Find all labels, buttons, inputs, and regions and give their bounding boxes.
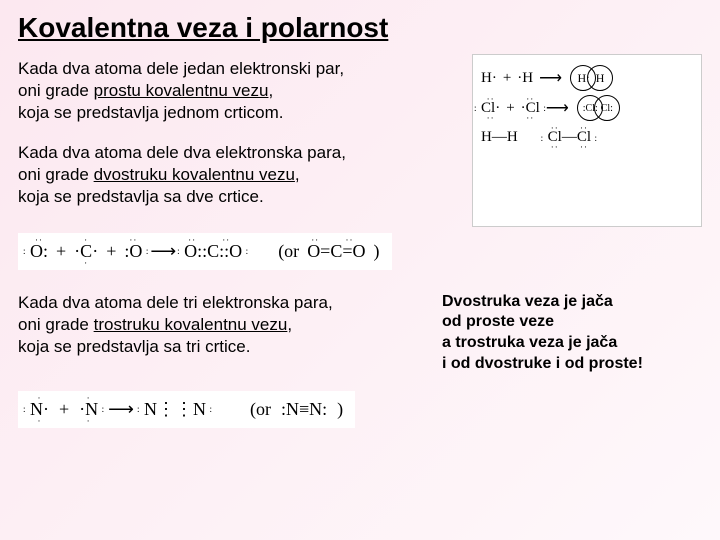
equation-double-bond: ··:O: + ··C·· + :··:O ⟶ :··O::C::O··: (o… <box>18 233 392 270</box>
Cl-left: ····:Cl· <box>481 100 500 117</box>
p3-line2c: , <box>287 315 292 334</box>
single-bond-text: Kada dva atoma dele jedan elektronski pa… <box>18 58 464 227</box>
illus-row-H: H· + ·H ⟶ H: H <box>481 65 693 91</box>
para-1: Kada dva atoma dele jedan elektronski pa… <box>18 58 464 124</box>
HH-bond: H—H <box>481 129 518 146</box>
p2-underline: dvostruku kovalentnu vezu <box>94 165 295 184</box>
or-label: (or <box>278 241 299 262</box>
arrow-icon: ⟶ <box>150 241 176 262</box>
bs1: Dvostruka veza je jača <box>442 293 613 310</box>
triple-bond-text: Kada dva atoma dele tri elektronska para… <box>18 292 424 375</box>
bs3: a trostruka veza je jača <box>442 334 617 351</box>
plus-icon: + <box>503 70 511 87</box>
bond-illustration: H· + ·H ⟶ H: H ····:Cl· + ·····:Cl ⟶ :Cl… <box>472 54 702 227</box>
circle-Cl2: Cl: <box>594 95 620 121</box>
p1-line2a: oni grade <box>18 81 94 100</box>
close-paren: ) <box>374 241 380 262</box>
N2-lewis: :N⋮⋮N: <box>144 399 206 420</box>
para-2: Kada dva atoma dele dva elektronska para… <box>18 142 464 208</box>
illus-row-HH: H—H ····:Cl— ····:Cl <box>481 129 693 146</box>
OCO-bond: ··O=C=O·· <box>307 241 365 262</box>
p1-line3: koja se predstavlja jednom crticom. <box>18 103 284 122</box>
plus-icon: + <box>106 241 116 262</box>
N2-bond: :N≡N: <box>281 399 327 420</box>
p3-line2a: oni grade <box>18 315 94 334</box>
slide-title: Kovalentna veza i polarnost <box>18 12 702 44</box>
H-right: ·H <box>517 70 533 87</box>
p3-line1: Kada dva atoma dele tri elektronska para… <box>18 293 333 312</box>
O-lone: ··:O: <box>30 241 48 262</box>
arrow-icon: ⟶ <box>539 68 562 88</box>
bond-strength-note: Dvostruka veza je jača od proste veze a … <box>442 292 702 375</box>
p1-line1: Kada dva atoma dele jedan elektronski pa… <box>18 59 344 78</box>
row-triple-bond: Kada dva atoma dele tri elektronska para… <box>18 292 702 375</box>
equation-triple-bond: :·N·· + ··N:· ⟶ :N⋮⋮N: (or :N≡N: ) <box>18 391 355 428</box>
illus-row-Cl: ····:Cl· + ·····:Cl ⟶ :Cl: Cl: <box>481 95 693 121</box>
N-right: ··N:· <box>79 399 98 420</box>
ClCl-bond: ····:Cl <box>548 129 562 146</box>
row-single-bond: Kada dva atoma dele jedan elektronski pa… <box>18 58 702 227</box>
Cl-right: ·····:Cl <box>521 100 540 117</box>
arrow-icon: ⟶ <box>108 399 134 420</box>
OCO-lewis: :··O::C::O··: <box>184 241 242 262</box>
arrow-icon: ⟶ <box>546 98 569 118</box>
p1-line2c: , <box>268 81 273 100</box>
O-lone2: :··:O <box>124 241 142 262</box>
plus-icon: + <box>56 241 66 262</box>
Cl2-circles: :Cl: Cl: <box>577 95 620 121</box>
p2-line1: Kada dva atoma dele dva elektronska para… <box>18 143 346 162</box>
p3-line3: koja se predstavlja sa tri crtice. <box>18 337 250 356</box>
H-left: H· <box>481 70 497 87</box>
ClCl-bond2: ····:Cl <box>577 129 591 146</box>
bs4: i od dvostruke i od proste! <box>442 355 643 372</box>
close-paren: ) <box>337 399 343 420</box>
p2-line2c: , <box>295 165 300 184</box>
p3-underline: trostruku kovalentnu vezu <box>94 315 288 334</box>
p1-underline: prostu kovalentnu vezu <box>94 81 269 100</box>
p2-line2a: oni grade <box>18 165 94 184</box>
p2-line3: koja se predstavlja sa dve crtice. <box>18 187 264 206</box>
H2-circles: H: H <box>570 65 613 91</box>
or-label: (or <box>250 399 271 420</box>
bs2: od proste veze <box>442 313 554 330</box>
plus-icon: + <box>506 100 514 117</box>
plus-icon: + <box>59 399 69 420</box>
circle-H2: H <box>587 65 613 91</box>
C-lone: ··C·· <box>74 241 98 262</box>
N-left: :·N·· <box>30 399 49 420</box>
